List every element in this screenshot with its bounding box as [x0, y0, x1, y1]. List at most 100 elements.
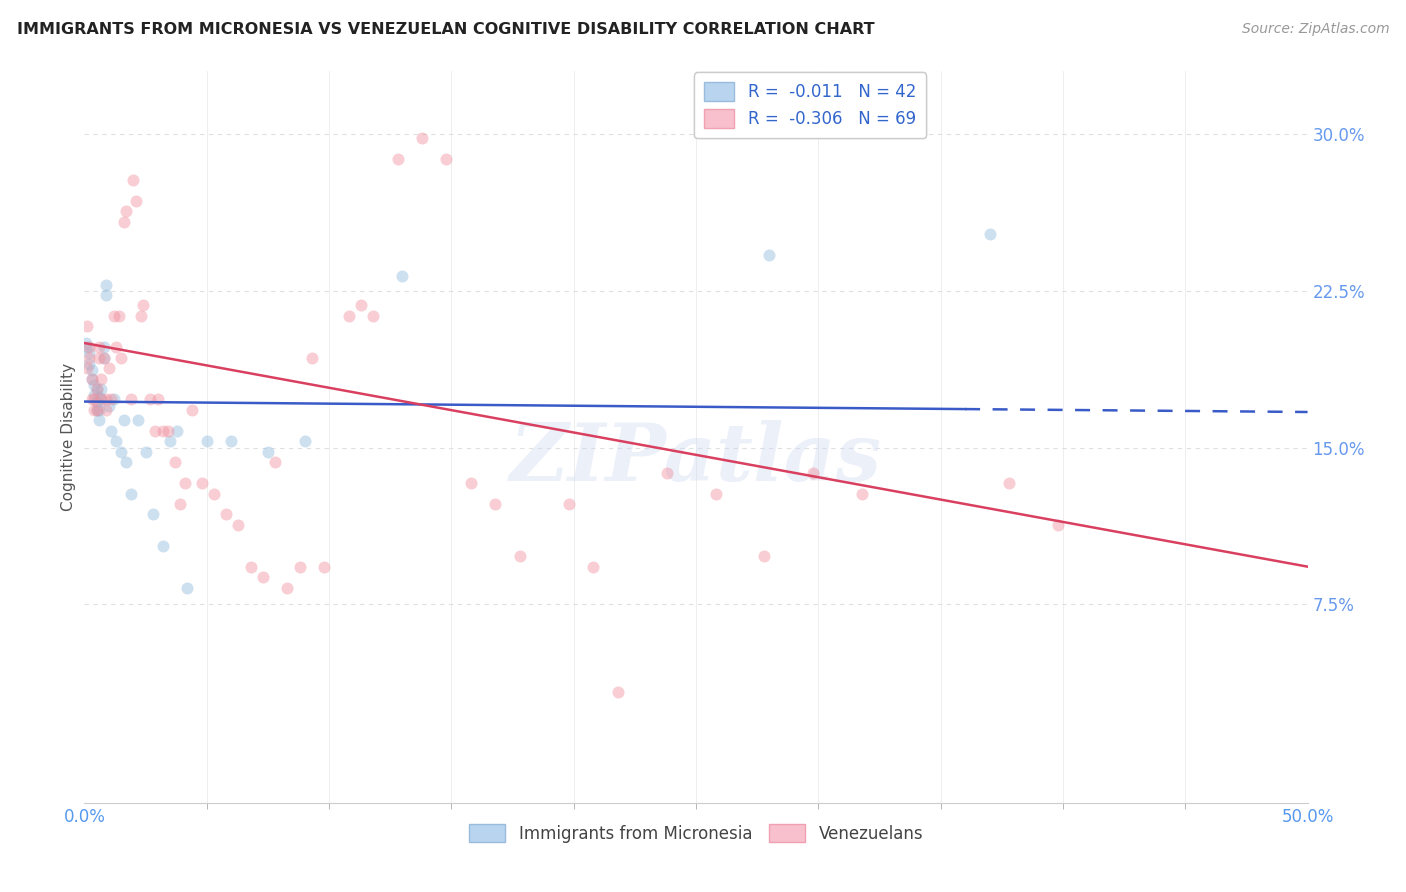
Point [115, 455, 138, 469]
Point [582, 559, 605, 574]
Point [86, 382, 108, 396]
Point [86, 403, 108, 417]
Point [103, 309, 125, 323]
Point [143, 424, 166, 438]
Point [195, 434, 218, 449]
Point [215, 508, 238, 522]
Point [112, 413, 135, 427]
Point [484, 497, 506, 511]
Point [86, 394, 108, 409]
Point [139, 392, 162, 407]
Point [146, 392, 169, 407]
Point [152, 424, 174, 438]
Point [83, 403, 105, 417]
Point [191, 476, 214, 491]
Point [288, 559, 311, 574]
Point [87, 413, 110, 427]
Point [314, 559, 336, 574]
Point [96, 392, 118, 407]
Point [228, 517, 250, 532]
Point [100, 424, 122, 438]
Text: ZIPatlas: ZIPatlas [510, 420, 882, 498]
Point [460, 476, 482, 491]
Point [135, 444, 157, 458]
Legend: Immigrants from Micronesia, Venezuelans: Immigrants from Micronesia, Venezuelans [463, 817, 929, 849]
Point [276, 581, 298, 595]
Point [96, 277, 118, 292]
Point [704, 486, 727, 500]
Point [105, 340, 128, 354]
Point [110, 351, 132, 365]
Point [80, 363, 103, 377]
Point [90, 392, 112, 407]
Point [77, 357, 100, 371]
Point [80, 371, 103, 385]
Point [86, 403, 108, 417]
Point [163, 455, 186, 469]
Point [387, 152, 409, 166]
Point [80, 392, 103, 407]
Point [252, 570, 274, 584]
Point [76, 340, 98, 354]
Point [96, 403, 118, 417]
Point [142, 508, 165, 522]
Point [97, 399, 120, 413]
Point [979, 227, 1001, 242]
Point [120, 486, 142, 500]
Point [350, 298, 373, 312]
Point [77, 340, 100, 354]
Point [803, 466, 825, 480]
Point [257, 444, 280, 458]
Point [103, 392, 125, 407]
Point [120, 392, 142, 407]
Point [87, 340, 110, 354]
Point [76, 361, 98, 376]
Point [754, 549, 776, 564]
Point [169, 497, 191, 511]
Point [176, 581, 198, 595]
Point [122, 173, 145, 187]
Point [93, 340, 115, 354]
Point [1047, 517, 1070, 532]
Point [558, 497, 581, 511]
Point [75, 336, 97, 351]
Point [152, 539, 174, 553]
Point [83, 377, 105, 392]
Point [93, 351, 115, 365]
Point [181, 403, 204, 417]
Point [159, 434, 181, 449]
Point [87, 390, 110, 404]
Point [110, 444, 132, 458]
Y-axis label: Cognitive Disability: Cognitive Disability [60, 363, 76, 511]
Point [77, 346, 100, 360]
Point [391, 269, 413, 284]
Point [219, 434, 242, 449]
Point [77, 351, 100, 365]
Point [509, 549, 531, 564]
Point [998, 476, 1021, 491]
Point [301, 351, 323, 365]
Point [87, 351, 110, 365]
Point [83, 392, 105, 407]
Point [758, 248, 780, 262]
Point [86, 382, 108, 396]
Point [264, 455, 287, 469]
Text: IMMIGRANTS FROM MICRONESIA VS VENEZUELAN COGNITIVE DISABILITY CORRELATION CHART: IMMIGRANTS FROM MICRONESIA VS VENEZUELAN… [17, 22, 875, 37]
Point [411, 131, 433, 145]
Point [90, 371, 112, 385]
Point [96, 288, 118, 302]
Point [436, 152, 458, 166]
Point [361, 309, 384, 323]
Point [294, 434, 316, 449]
Point [112, 215, 135, 229]
Point [83, 388, 105, 402]
Point [851, 486, 873, 500]
Point [105, 434, 128, 449]
Point [90, 382, 112, 396]
Point [125, 194, 148, 208]
Point [156, 424, 179, 438]
Point [100, 392, 122, 407]
Point [107, 309, 129, 323]
Point [127, 413, 149, 427]
Point [115, 204, 138, 219]
